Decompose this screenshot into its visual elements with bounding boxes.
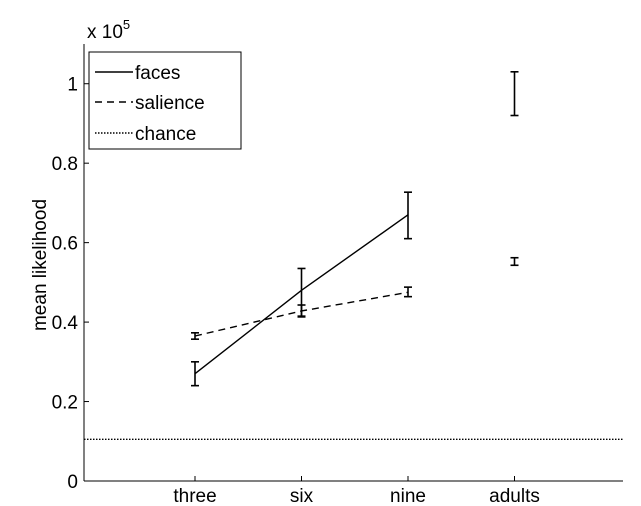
ticks-group: 0 0.2 0.4 0.6 0.8 1 three six nine adults bbox=[52, 75, 540, 506]
errorbar-faces-nine bbox=[404, 191, 412, 240]
y-exponent-base: x 10 bbox=[87, 22, 123, 43]
errorbar-salience-three bbox=[191, 332, 199, 340]
y-exponent-label: x 105 bbox=[87, 17, 130, 43]
y-tick-label: 0.2 bbox=[52, 393, 78, 414]
series-group bbox=[191, 71, 519, 387]
series-faces bbox=[191, 71, 519, 387]
errorbar-faces-three bbox=[191, 361, 199, 387]
legend: faces salience chance bbox=[88, 51, 242, 150]
x-tick-label: nine bbox=[390, 486, 426, 506]
y-tick-label: 1 bbox=[67, 75, 78, 96]
x-tick-label: adults bbox=[489, 486, 540, 506]
errorbar-salience-adults bbox=[510, 256, 519, 267]
series-salience bbox=[191, 256, 519, 340]
y-tick-label: 0 bbox=[67, 472, 78, 493]
y-axis-label: mean likelihood bbox=[30, 199, 51, 331]
errorbar-salience-nine bbox=[404, 286, 412, 298]
legend-label-faces: faces bbox=[135, 63, 180, 84]
y-tick-label: 0.4 bbox=[52, 313, 79, 334]
errorbar-faces-adults bbox=[510, 71, 519, 117]
y-exponent-power: 5 bbox=[123, 17, 130, 32]
legend-label-salience: salience bbox=[135, 93, 205, 114]
x-tick-label: six bbox=[290, 486, 314, 506]
y-tick-label: 0.6 bbox=[52, 234, 78, 255]
errorbar-salience-six bbox=[297, 304, 306, 318]
axes bbox=[83, 44, 623, 482]
y-tick-label: 0.8 bbox=[52, 154, 78, 175]
legend-label-chance: chance bbox=[135, 124, 196, 145]
x-tick-label: three bbox=[173, 486, 216, 506]
